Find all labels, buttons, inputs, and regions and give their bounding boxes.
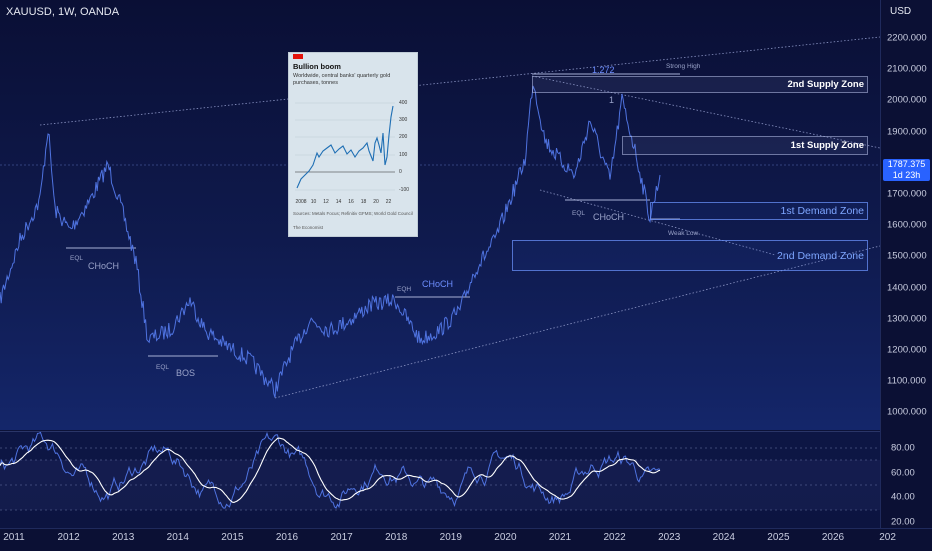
- price-axis[interactable]: [880, 0, 932, 528]
- inset-y-tick: 400: [399, 100, 408, 106]
- eql-label-2021: EQL: [572, 210, 586, 217]
- main-price-chart[interactable]: [0, 0, 880, 430]
- inset-x-tick: 22: [385, 199, 392, 205]
- currency-label[interactable]: USD: [890, 6, 912, 17]
- price-tick: 1400.000: [887, 282, 927, 294]
- price-tick: 1000.000: [887, 406, 927, 418]
- demand-zone-2-label: 2nd Demand Zone: [777, 250, 864, 262]
- demand-zone-1[interactable]: 1st Demand Zone: [650, 202, 868, 220]
- inset-y-tick: 0: [399, 169, 402, 175]
- inset-y-tick: -100: [399, 187, 410, 193]
- demand-zone-1-label: 1st Demand Zone: [780, 205, 864, 217]
- inset-purchases-line: [296, 105, 394, 189]
- time-axis[interactable]: [0, 528, 932, 551]
- bullion-boom-inset: Bullion boom Worldwide, central banks' q…: [288, 52, 418, 237]
- year-tick: 2013: [112, 532, 135, 543]
- price-line: [0, 85, 661, 398]
- year-tick: 2015: [221, 532, 244, 543]
- inset-x-tick: 20: [373, 199, 379, 205]
- year-tick: 202: [879, 532, 896, 543]
- supply-zone-1-label: 1st Supply Zone: [790, 140, 864, 151]
- eql-label-2011: EQL: [70, 255, 84, 262]
- inset-x-tick: 18: [360, 199, 367, 205]
- current-price-badge: 1787.375 1d 23h: [883, 159, 930, 181]
- price-tick: 1600.000: [887, 219, 927, 231]
- rsi-tick: 20.00: [891, 516, 915, 528]
- year-tick: 2011: [3, 532, 25, 543]
- price-tick: 2000.000: [887, 94, 927, 106]
- inset-title: Bullion boom: [293, 62, 341, 71]
- rsi-tick: 80.00: [891, 442, 915, 454]
- inset-x-tick: 14: [335, 199, 342, 205]
- inset-x-tick: 10: [310, 199, 317, 205]
- fib-1272-label: 1.272: [592, 65, 615, 75]
- inset-y-tick: 100: [399, 152, 408, 158]
- supply-zone-1[interactable]: 1st Supply Zone: [622, 136, 868, 155]
- year-tick: 2012: [57, 532, 80, 543]
- rsi-line: [0, 431, 661, 509]
- strong-high-label: Strong High: [666, 63, 701, 70]
- year-tick: 2026: [821, 532, 845, 543]
- year-tick: 2017: [330, 532, 353, 543]
- year-tick: 2020: [494, 532, 517, 543]
- inset-brand: The Economist: [293, 225, 324, 230]
- year-tick: 2024: [712, 532, 735, 543]
- price-tick: 1700.000: [887, 188, 927, 200]
- inset-y-tick: 300: [399, 117, 408, 123]
- current-price: 1787.375: [887, 159, 926, 169]
- price-tick: 2100.000: [887, 63, 927, 75]
- price-tick: 1300.000: [887, 313, 927, 325]
- year-tick: 2014: [166, 532, 189, 543]
- inset-subtitle: Worldwide, central banks' quarterly gold…: [293, 73, 391, 86]
- year-tick: 2016: [275, 532, 299, 543]
- rsi-band: [0, 460, 880, 510]
- economist-flag-icon: [293, 54, 303, 59]
- price-tick: 1900.000: [887, 126, 927, 138]
- eqh-label: EQH: [397, 286, 412, 293]
- supply-zone-2[interactable]: 2nd Supply Zone: [532, 76, 868, 93]
- year-tick: 2021: [548, 532, 572, 543]
- year-tick: 2023: [658, 532, 681, 543]
- price-tick: 1200.000: [887, 344, 927, 356]
- rsi-tick: 60.00: [891, 467, 915, 479]
- rsi-moving-average: [0, 437, 661, 503]
- year-tick: 2019: [439, 532, 462, 543]
- rsi-panel[interactable]: [0, 431, 880, 528]
- demand-zone-2[interactable]: 2nd Demand Zone: [512, 240, 868, 271]
- supply-zone-2-label: 2nd Supply Zone: [787, 79, 864, 90]
- year-tick: 2025: [767, 532, 790, 543]
- inset-x-tick: 12: [323, 199, 329, 205]
- bos-label: BOS: [176, 368, 196, 378]
- choch-label-2019: CHoCH: [422, 279, 454, 289]
- bar-countdown: 1d 23h: [892, 170, 921, 180]
- fib-1-label: 1: [609, 95, 615, 105]
- price-tick: 1100.000: [887, 375, 926, 387]
- inset-chart-svg: [295, 102, 395, 191]
- inset-x-tick: 16: [348, 199, 354, 205]
- inset-source: Sources: Metals Focus; Refinitiv GFMS; W…: [293, 211, 413, 216]
- eql-label-2014: EQL: [156, 364, 170, 371]
- symbol-title[interactable]: XAUUSD, 1W, OANDA: [6, 6, 120, 18]
- year-tick: 2022: [603, 532, 626, 543]
- price-tick: 2200.000: [887, 32, 927, 44]
- price-tick: 1500.000: [887, 250, 927, 262]
- price-series: [0, 85, 661, 398]
- rsi-series: [0, 431, 880, 511]
- year-tick: 2018: [385, 532, 408, 543]
- inset-x-tick: 2008: [295, 199, 307, 205]
- choch-label-2011: CHoCH: [88, 261, 120, 271]
- rsi-tick: 40.00: [891, 491, 915, 503]
- inset-y-tick: 200: [399, 134, 408, 140]
- choch-label-2022: CHoCH: [593, 212, 625, 222]
- weak-low-label: Weak Low: [668, 230, 699, 237]
